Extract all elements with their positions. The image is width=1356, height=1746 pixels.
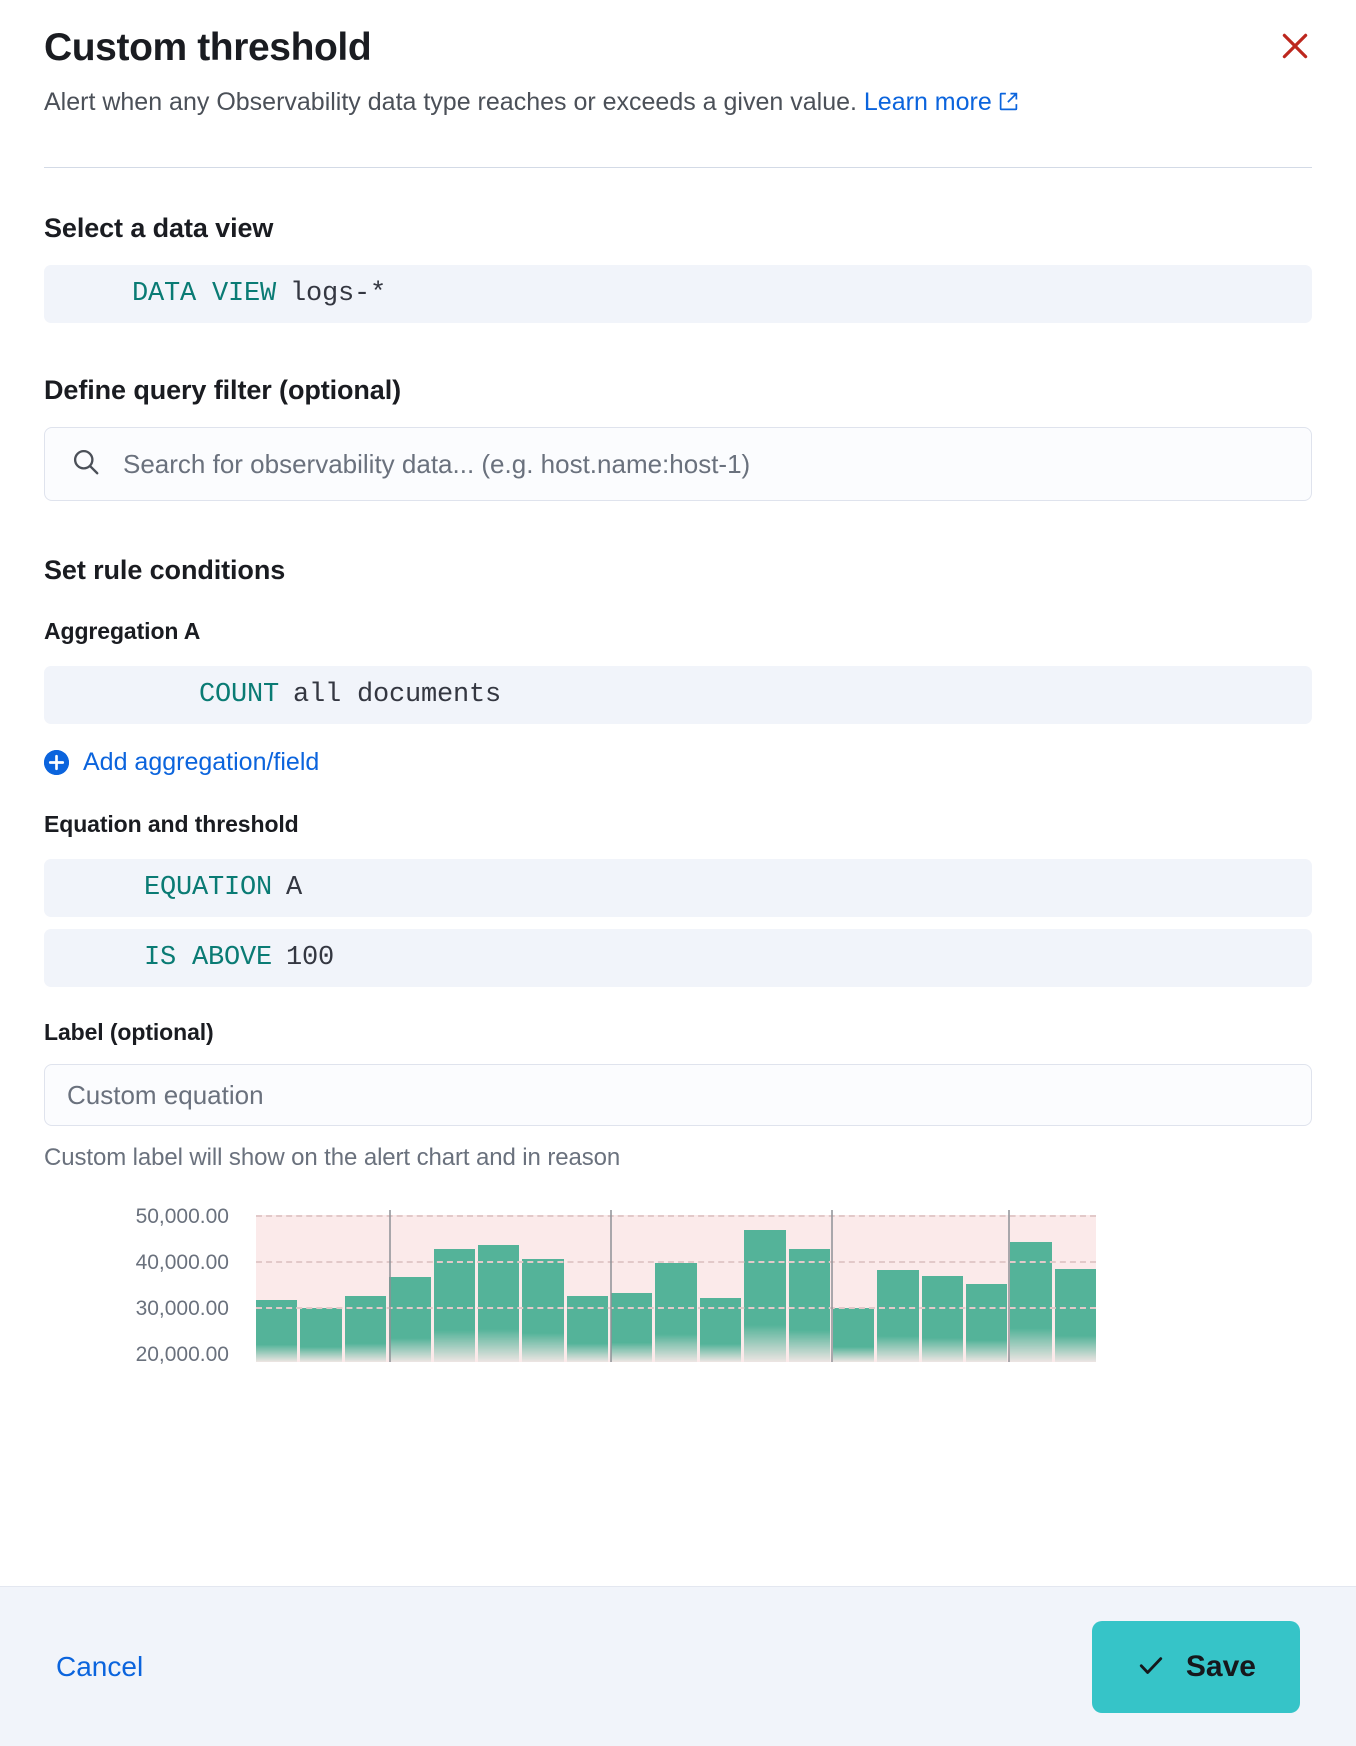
learn-more-link[interactable]: Learn more: [864, 88, 1019, 116]
flyout-footer: Cancel Save: [0, 1586, 1356, 1746]
chart-gridline: [256, 1214, 1096, 1217]
chart-bar: [522, 1259, 564, 1363]
chart-y-tick: 40,000.00: [135, 1251, 229, 1274]
save-label: Save: [1185, 1649, 1256, 1683]
chart-bar: [921, 1275, 963, 1363]
chart-time-separator: [388, 1210, 391, 1363]
page-subtitle: Alert when any Observability data type r…: [44, 82, 1134, 125]
query-search-placeholder: Search for observability data... (e.g. h…: [123, 448, 751, 479]
header-divider: [44, 167, 1312, 169]
data-view-keyword: DATA VIEW: [132, 279, 277, 310]
section-data-view: Select a data view DATA VIEW logs-*: [44, 213, 1312, 324]
chart-bar: [611, 1292, 653, 1363]
flyout-header: Custom threshold Alert when any Observab…: [0, 0, 1356, 124]
external-link-icon: [998, 84, 1019, 125]
custom-label-help-text: Custom label will show on the alert char…: [44, 1144, 621, 1172]
chart-bar: [477, 1245, 520, 1363]
rule-conditions-section-title: Set rule conditions: [44, 555, 286, 586]
chart-time-separator: [1007, 1210, 1010, 1363]
equation-keyword: EQUATION: [144, 873, 273, 904]
chart-y-tick: 30,000.00: [135, 1297, 229, 1321]
section-query-filter: Define query filter (optional) Search fo…: [44, 375, 1312, 502]
add-aggregation-label: Add aggregation/field: [83, 748, 320, 777]
aggregation-selector[interactable]: COUNT all documents: [44, 666, 1312, 725]
query-search-box[interactable]: Search for observability data... (e.g. h…: [44, 427, 1312, 502]
chart-bar: [433, 1248, 475, 1363]
save-button[interactable]: Save: [1091, 1620, 1300, 1713]
add-aggregation-button[interactable]: Add aggregation/field: [44, 748, 319, 777]
check-icon: [1136, 1650, 1166, 1683]
chart-y-tick: 50,000.00: [135, 1204, 229, 1228]
chart-time-separator: [830, 1210, 833, 1363]
equation-threshold-label: Equation and threshold: [44, 811, 299, 838]
custom-label-input[interactable]: Custom equation: [44, 1064, 1312, 1127]
chart-bar: [966, 1284, 1008, 1363]
data-view-value: logs-*: [290, 279, 387, 310]
query-filter-section-title: Define query filter (optional): [44, 375, 402, 406]
data-view-selector[interactable]: DATA VIEW logs-*: [44, 265, 1312, 324]
chart-bar: [389, 1276, 431, 1363]
threshold-preview-chart: 50,000.00 40,000.00 30,000.00 20,000.00: [44, 1202, 1312, 1402]
chart-y-tick: 20,000.00: [135, 1343, 229, 1367]
chart-bar: [256, 1300, 298, 1363]
chart-bar: [788, 1248, 830, 1363]
plus-circle-icon: [44, 750, 69, 776]
equation-selector[interactable]: EQUATION A: [44, 859, 1312, 918]
close-icon: [1278, 29, 1312, 66]
chart-bars: [256, 1210, 1096, 1363]
aggregation-keyword: COUNT: [199, 680, 280, 711]
chart-bar: [566, 1295, 608, 1363]
data-view-section-title: Select a data view: [44, 213, 274, 244]
chart-bar: [877, 1270, 919, 1363]
cancel-button[interactable]: Cancel: [56, 1650, 144, 1682]
chart-time-separator: [609, 1210, 612, 1363]
custom-label-label: Label (optional): [44, 1019, 214, 1046]
section-rule-conditions: Set rule conditions Aggregation A COUNT …: [44, 555, 1312, 1172]
flyout-body: Select a data view DATA VIEW logs-* Defi…: [0, 213, 1356, 1402]
search-icon: [71, 447, 101, 482]
chart-plot-area: [256, 1210, 1096, 1363]
chart-y-axis: 50,000.00 40,000.00 30,000.00 20,000.00: [74, 1202, 229, 1366]
equation-value: A: [286, 873, 303, 904]
chart-bar: [744, 1229, 786, 1363]
custom-label-placeholder: Custom equation: [67, 1079, 264, 1110]
page-title: Custom threshold: [44, 26, 372, 69]
chart-bar: [1054, 1269, 1096, 1363]
chart-bar: [655, 1263, 697, 1363]
threshold-keyword: IS ABOVE: [144, 943, 273, 974]
aggregation-value: all documents: [293, 680, 502, 711]
chart-gridline: [256, 1261, 1096, 1263]
chart-bar: [832, 1307, 875, 1363]
learn-more-label: Learn more: [863, 87, 992, 116]
chart-gridline: [256, 1307, 1096, 1310]
close-button[interactable]: [1274, 26, 1316, 68]
threshold-selector[interactable]: IS ABOVE 100: [44, 929, 1312, 988]
threshold-value: 100: [286, 943, 335, 974]
chart-bar: [300, 1308, 342, 1363]
aggregation-label: Aggregation A: [44, 618, 201, 645]
subtitle-text: Alert when any Observability data type r…: [44, 87, 857, 116]
